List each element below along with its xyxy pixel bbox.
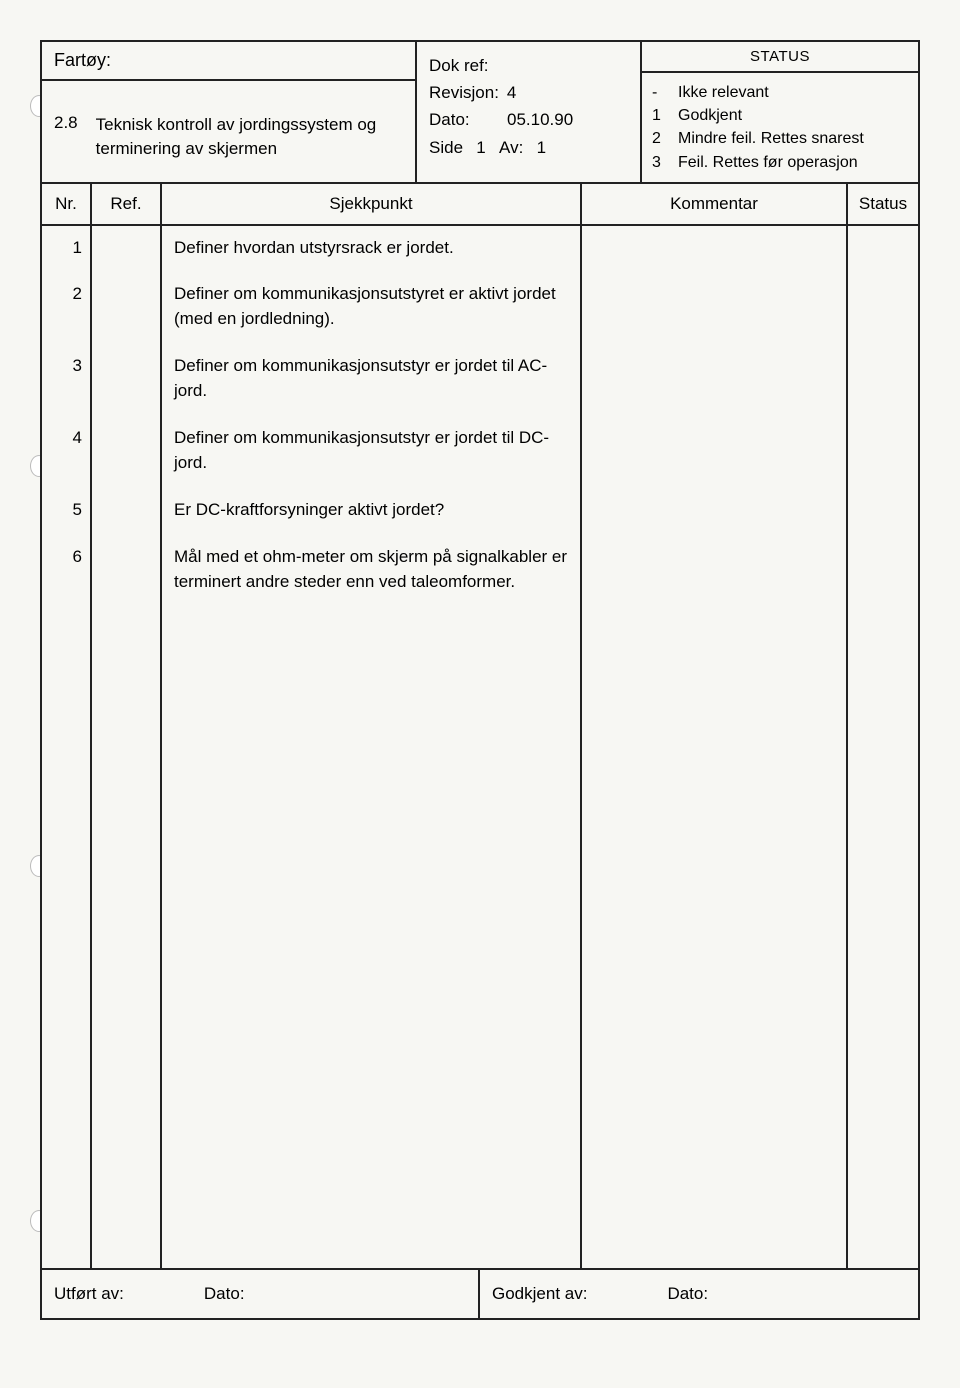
dokref-label: Dok ref: [429,52,489,79]
header-right: STATUS - Ikke relevant 1 Godkjent 2 Mind… [642,42,918,182]
row-nr: 4 [54,426,82,476]
body-nr-column: 1 2 3 4 5 6 [42,226,92,1268]
col-kommentar: Kommentar [582,184,848,224]
header-mid: Dok ref: Revisjon: 4 Dato: 05.10.90 Side… [417,42,642,182]
status-legend: - Ikke relevant 1 Godkjent 2 Mindre feil… [642,73,918,182]
legend-text: Mindre feil. Rettes snarest [678,127,864,150]
col-status: Status [848,184,918,224]
section-block: 2.8 Teknisk kontroll av jordingssystem o… [42,81,415,175]
form-outer: Fartøy: 2.8 Teknisk kontroll av jordings… [40,40,920,1320]
body-sjekkpunkt-column: Definer hvordan utstyrsrack er jordet. D… [162,226,582,1268]
section-number: 2.8 [54,95,78,133]
col-nr: Nr. [42,184,92,224]
revisjon-value: 4 [507,79,516,106]
header-region: Fartøy: 2.8 Teknisk kontroll av jordings… [42,42,918,184]
legend-code: - [652,81,666,104]
footer-right: Godkjent av: Dato: [480,1270,918,1318]
dato-value: 05.10.90 [507,106,573,133]
fartoy-label: Fartøy: [54,50,111,70]
dato-label: Dato: [429,106,499,133]
legend-row: - Ikke relevant [652,81,908,104]
godkjent-label: Godkjent av: [492,1284,587,1304]
row-sjekkpunkt: Mål med et ohm-meter om skjerm på signal… [174,545,568,594]
body-kommentar-column [582,226,848,1268]
row-nr: 6 [54,545,82,570]
av-label: Av: [499,134,523,161]
row-sjekkpunkt: Definer om kommunikasjonsutstyret er akt… [174,282,568,332]
legend-text: Godkjent [678,104,742,127]
fartoy-field: Fartøy: [42,42,415,81]
row-nr: 3 [54,354,82,404]
row-sjekkpunkt: Er DC-kraftforsyninger aktivt jordet? [174,498,568,523]
footer-left: Utført av: Dato: [42,1270,480,1318]
av-value: 1 [531,134,551,161]
checklist-body: 1 2 3 4 5 6 Definer hvordan utstyrsrack … [42,226,918,1270]
side-label: Side [429,134,463,161]
section-title: Teknisk kontroll av jordingssystem og te… [96,95,403,161]
row-sjekkpunkt: Definer hvordan utstyrsrack er jordet. [174,236,568,261]
row-sjekkpunkt: Definer om kommunikasjonsutstyr er jorde… [174,426,568,476]
row-nr: 2 [54,282,82,332]
legend-row: 2 Mindre feil. Rettes snarest [652,127,908,150]
legend-code: 3 [652,151,666,174]
utfort-label: Utført av: [54,1284,124,1304]
row-nr: 5 [54,498,82,523]
utfort-dato-label: Dato: [204,1284,245,1304]
revisjon-label: Revisjon: [429,79,499,106]
column-headers: Nr. Ref. Sjekkpunkt Kommentar Status [42,184,918,226]
footer-region: Utført av: Dato: Godkjent av: Dato: [42,1270,918,1318]
body-ref-column [92,226,162,1268]
legend-text: Feil. Rettes før operasjon [678,151,858,174]
legend-row: 1 Godkjent [652,104,908,127]
legend-row: 3 Feil. Rettes før operasjon [652,151,908,174]
header-left: Fartøy: 2.8 Teknisk kontroll av jordings… [42,42,417,182]
status-heading: STATUS [642,42,918,73]
col-sjekkpunkt: Sjekkpunkt [162,184,582,224]
legend-code: 2 [652,127,666,150]
row-sjekkpunkt: Definer om kommunikasjonsutstyr er jorde… [174,354,568,404]
godkjent-dato-label: Dato: [667,1284,708,1304]
row-nr: 1 [54,236,82,261]
legend-text: Ikke relevant [678,81,769,104]
side-value: 1 [471,134,491,161]
body-status-column [848,226,918,1268]
legend-code: 1 [652,104,666,127]
col-ref: Ref. [92,184,162,224]
